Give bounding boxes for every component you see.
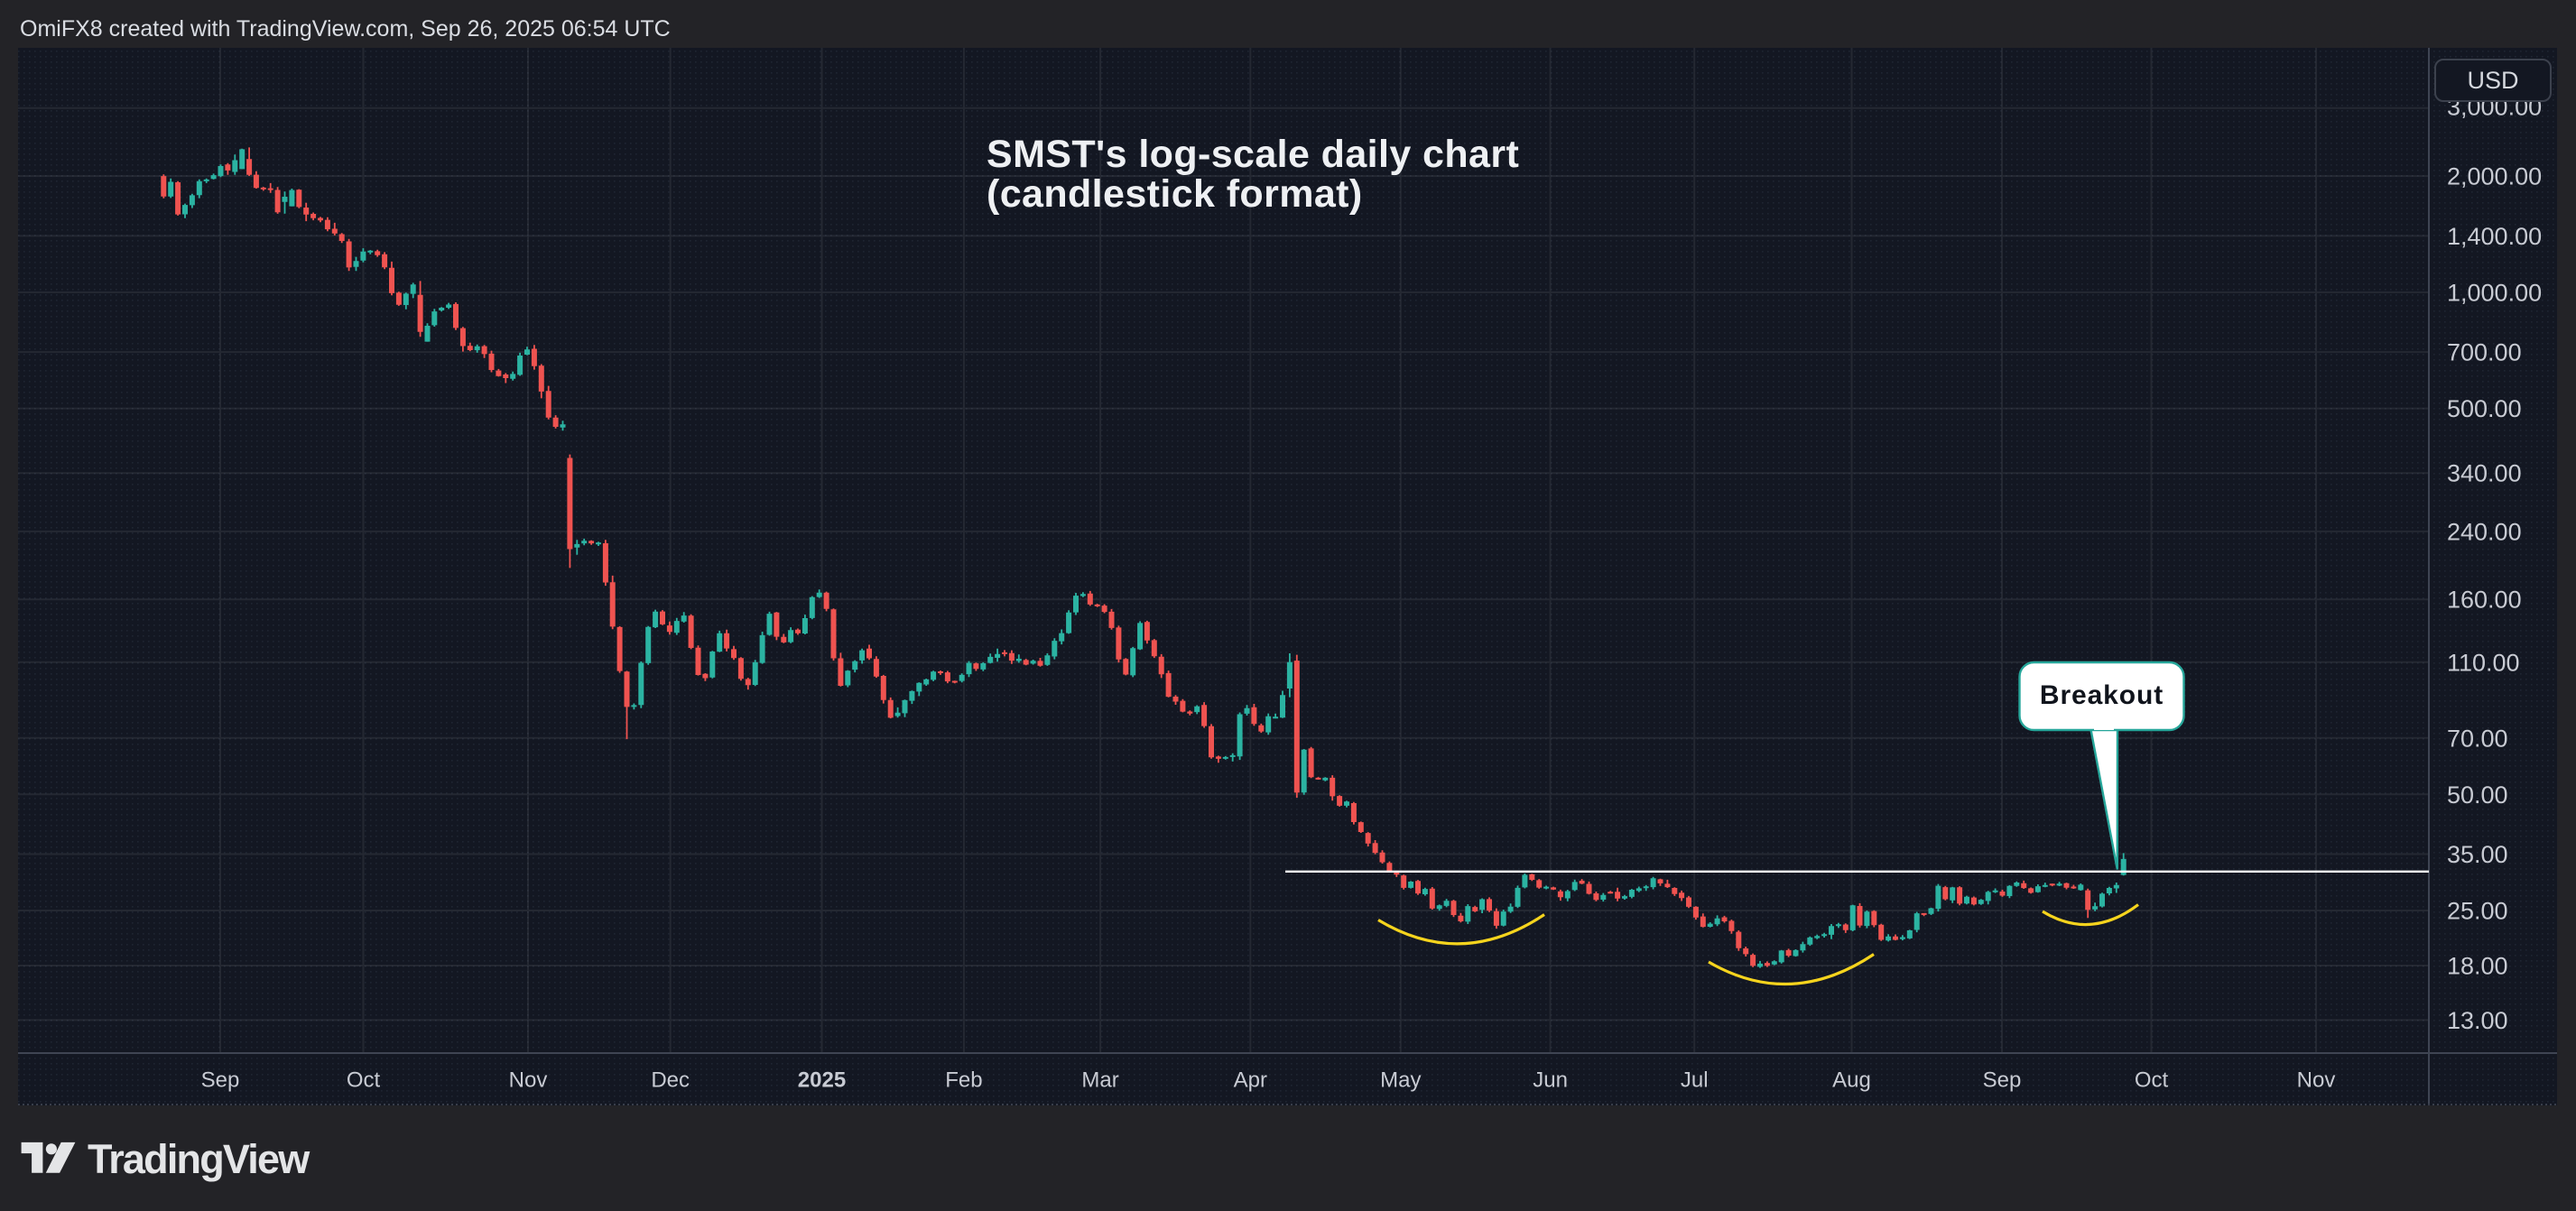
svg-text:Apr: Apr [1234, 1068, 1267, 1093]
svg-text:TradingView: TradingView [88, 1136, 310, 1182]
svg-text:13.00: 13.00 [2447, 1007, 2508, 1034]
svg-text:Mar: Mar [1081, 1068, 1118, 1093]
svg-text:160.00: 160.00 [2447, 587, 2522, 614]
svg-text:Nov: Nov [509, 1068, 548, 1093]
svg-text:(candlestick format): (candlestick format) [987, 172, 1363, 216]
svg-text:35.00: 35.00 [2447, 841, 2508, 868]
svg-text:Breakout: Breakout [2040, 680, 2164, 710]
svg-text:Feb: Feb [945, 1068, 982, 1093]
svg-text:70.00: 70.00 [2447, 725, 2508, 752]
svg-text:Oct: Oct [2135, 1068, 2169, 1093]
svg-text:2,000.00: 2,000.00 [2447, 163, 2542, 190]
svg-text:Dec: Dec [651, 1068, 690, 1093]
svg-text:Aug: Aug [1832, 1068, 1871, 1093]
svg-text:340.00: 340.00 [2447, 460, 2522, 487]
svg-text:May: May [1380, 1068, 1421, 1093]
svg-text:Jul: Jul [1681, 1068, 1709, 1093]
svg-text:OmiFX8 created with TradingVie: OmiFX8 created with TradingView.com, Sep… [20, 16, 671, 42]
svg-text:1,400.00: 1,400.00 [2447, 223, 2542, 250]
svg-text:Jun: Jun [1533, 1068, 1568, 1093]
svg-text:Nov: Nov [2297, 1068, 2336, 1093]
svg-text:SMST's log-scale daily chart: SMST's log-scale daily chart [987, 133, 1519, 176]
svg-text:18.00: 18.00 [2447, 953, 2508, 980]
svg-text:50.00: 50.00 [2447, 781, 2508, 809]
svg-text:Oct: Oct [347, 1068, 381, 1093]
svg-text:25.00: 25.00 [2447, 898, 2508, 925]
svg-text:240.00: 240.00 [2447, 518, 2522, 545]
svg-text:USD: USD [2467, 67, 2518, 94]
svg-text:1,000.00: 1,000.00 [2447, 279, 2542, 306]
svg-text:Sep: Sep [1983, 1068, 2022, 1093]
svg-text:Sep: Sep [201, 1068, 240, 1093]
svg-text:500.00: 500.00 [2447, 395, 2522, 422]
svg-text:700.00: 700.00 [2447, 339, 2522, 366]
svg-text:2025: 2025 [798, 1068, 846, 1093]
svg-text:110.00: 110.00 [2447, 649, 2520, 676]
